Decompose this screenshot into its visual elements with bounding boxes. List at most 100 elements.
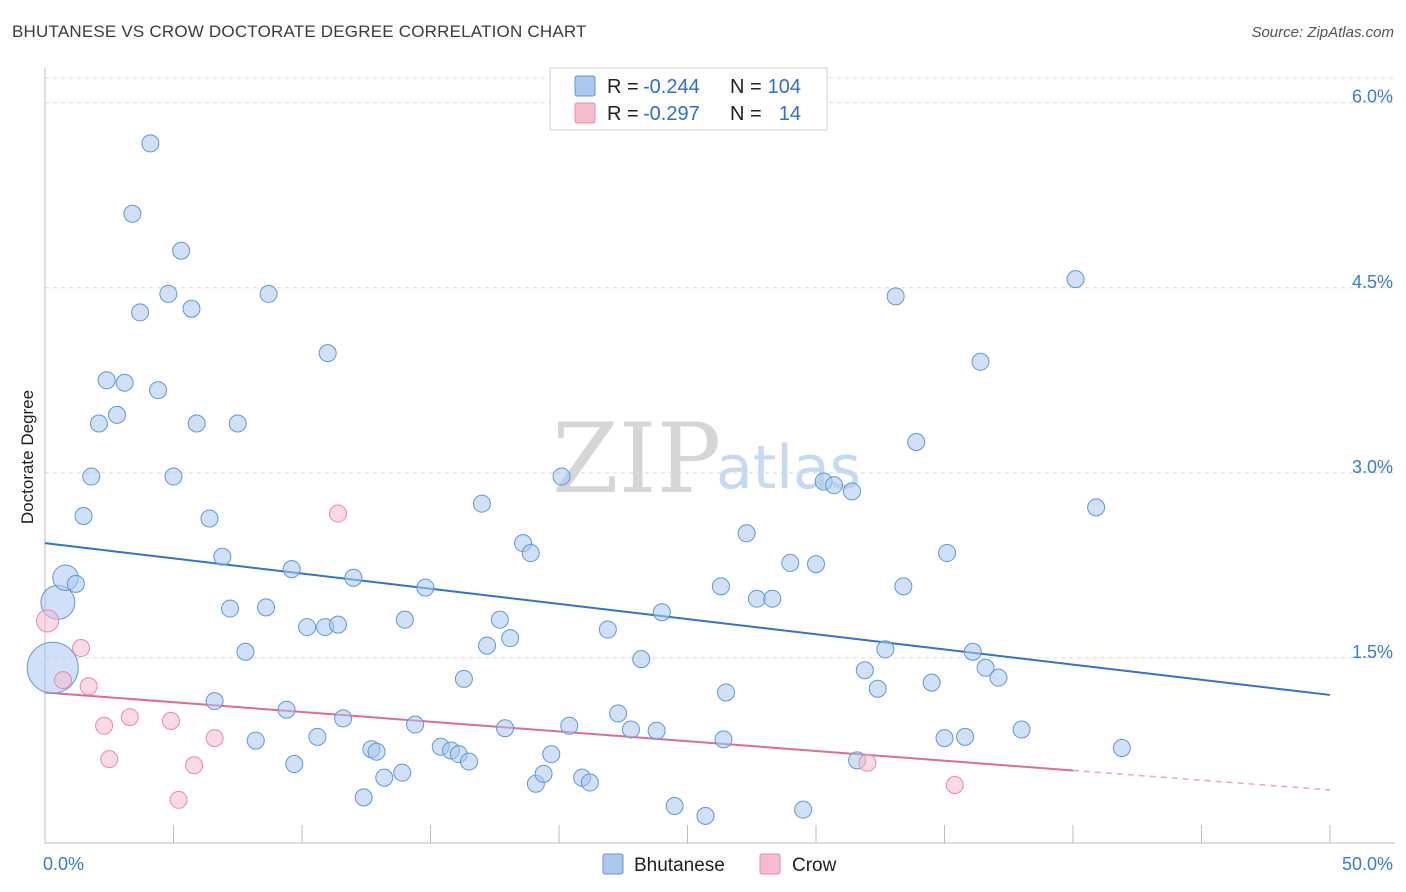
bhutanese-point (200, 509, 219, 528)
bhutanese-point (747, 589, 766, 608)
bhutanese-point (938, 544, 957, 563)
y-tick-label: 3.0% (1352, 457, 1393, 477)
bhutanese-point (228, 414, 247, 433)
stats-legend: R = -0.244 N = 104 R = -0.297 N = 14 (549, 67, 828, 131)
crow-point (169, 790, 188, 809)
chart-source: Source: ZipAtlas.com (1251, 24, 1394, 41)
bhutanese-point (501, 629, 520, 648)
bhutanese-point (956, 727, 975, 746)
bhutanese-point (472, 494, 491, 513)
legend-r-value-bhutanese: -0.244 (643, 76, 700, 98)
y-tick-label: 4.5% (1352, 272, 1393, 292)
bhutanese-legend-swatch (574, 75, 596, 97)
legend-r-label-crow: R = (607, 103, 639, 125)
bhutanese-point (334, 709, 353, 728)
crow-point (328, 504, 347, 523)
bhutanese-point (375, 768, 394, 787)
trend-lines (44, 542, 1331, 791)
crow-point (945, 776, 964, 795)
crow-legend-swatch (574, 102, 596, 124)
bhutanese-point (534, 764, 553, 783)
crow-point (120, 708, 139, 727)
bhutanese-point (580, 773, 599, 792)
bhutanese-point (131, 303, 150, 322)
bhutanese-point (115, 373, 134, 392)
crow-point (185, 756, 204, 775)
bhutanese-point (763, 589, 782, 608)
gridlines (45, 77, 1395, 659)
crow-point (858, 753, 877, 772)
bhutanese-point (308, 727, 327, 746)
y-tick-label: 1.5% (1352, 642, 1393, 662)
bhutanese-point (1087, 498, 1106, 517)
tick-labels: 1.5% 3.0% 4.5% 6.0% 0.0% 50.0% (43, 87, 1393, 874)
legend-r-label-bhutanese: R = (607, 76, 639, 98)
watermark-zip: ZIP (552, 403, 721, 515)
bhutanese-point (236, 642, 255, 661)
bhutanese-point (416, 578, 435, 597)
x-tick-label: 0.0% (43, 854, 84, 874)
bhutanese-point (490, 610, 509, 629)
bhutanese-point (141, 134, 160, 153)
crow-trend-line-extension (1072, 769, 1331, 791)
bhutanese-point (478, 636, 497, 655)
bhutanese-point (496, 719, 515, 738)
bhutanese-point (552, 467, 571, 486)
bhutanese-point (842, 482, 861, 501)
bhutanese-point (454, 669, 473, 688)
series-legend: Bhutanese Crow (602, 853, 837, 876)
legend-n-label-crow: N = (730, 103, 762, 125)
bhutanese-point (794, 800, 813, 819)
bhutanese-point (542, 745, 561, 764)
y-tick-label: 6.0% (1352, 87, 1393, 107)
bhutanese-point (855, 661, 874, 680)
bhutanese-point (298, 618, 317, 637)
bhutanese-point (894, 577, 913, 596)
bhutanese-point (1012, 720, 1031, 739)
bhutanese-point (737, 524, 756, 543)
bhutanese-point (89, 414, 108, 433)
bhutanese-point (696, 806, 715, 825)
bhutanese-point (259, 284, 278, 303)
bhutanese-point (711, 577, 730, 596)
bhutanese-series-label: Bhutanese (634, 855, 725, 876)
bhutanese-point (344, 568, 363, 587)
bhutanese-point (74, 507, 93, 526)
bhutanese-point (976, 658, 995, 677)
bhutanese-point (824, 476, 843, 495)
bhutanese-point (26, 641, 79, 694)
bhutanese-point (182, 299, 201, 318)
crow-series-swatch (759, 853, 781, 875)
bhutanese-point (318, 344, 337, 363)
bhutanese-point (460, 752, 479, 771)
bhutanese-series-swatch (602, 853, 624, 875)
bhutanese-point (609, 704, 628, 723)
bhutanese-point (282, 560, 301, 579)
crow-series-label: Crow (792, 855, 837, 876)
bhutanese-point (328, 615, 347, 634)
bhutanese-trend-line (44, 542, 1331, 696)
bhutanese-point (367, 742, 386, 761)
bhutanese-point (393, 763, 412, 782)
bhutanese-point (717, 683, 736, 702)
bhutanese-point (164, 467, 183, 486)
legend-n-value-bhutanese: 104 (768, 76, 801, 98)
y-axis-title: Doctorate Degree (18, 390, 37, 524)
stats-legend-box (549, 67, 828, 131)
bhutanese-point (647, 721, 666, 740)
crow-point (53, 671, 72, 690)
bhutanese-point (66, 574, 85, 593)
bhutanese-point (354, 788, 373, 807)
bhutanese-point (632, 650, 651, 669)
bhutanese-point (159, 284, 178, 303)
legend-n-value-crow: 14 (779, 103, 801, 125)
bhutanese-point (213, 547, 232, 566)
bhutanese-points (26, 134, 1131, 825)
x-tick-label: 50.0% (1342, 854, 1393, 874)
bhutanese-point (989, 668, 1008, 687)
bhutanese-point (82, 467, 101, 486)
bhutanese-point (521, 544, 540, 563)
bhutanese-point (221, 599, 240, 618)
bhutanese-point (807, 555, 825, 574)
